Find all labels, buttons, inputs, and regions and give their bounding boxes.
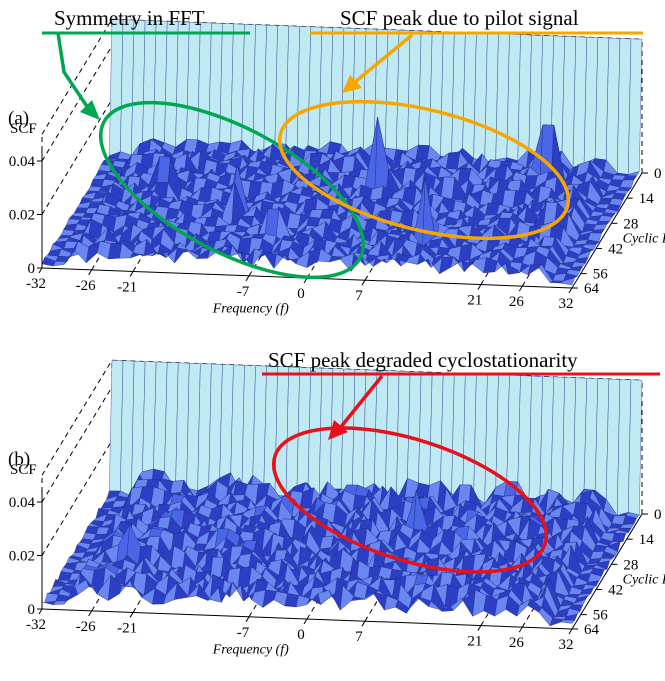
arrowhead-orange	[342, 75, 362, 93]
annotation-symmetry-text: Symmetry in FFT	[54, 6, 205, 30]
annotation-arrow-green	[56, 32, 90, 109]
z-tick-label: 0.02	[9, 208, 35, 224]
x-tick-label: -7	[237, 284, 250, 300]
panel-label: (a)	[8, 108, 29, 129]
x-axis-label: Frequency (f)	[212, 302, 289, 317]
panel-label: (b)	[8, 449, 30, 470]
y-tick-label: 14	[639, 191, 655, 207]
y-tick-label: 64	[584, 281, 600, 297]
y-tick-label: 42	[608, 582, 623, 598]
scf-surface	[41, 360, 643, 627]
z-tick-label: 0	[28, 261, 36, 277]
x-tick-label: 0	[297, 286, 305, 302]
x-tick-label: 26	[509, 635, 525, 651]
z-tick-label: 0	[28, 602, 36, 618]
annotations-b: SCF peak degraded cyclostationarity	[262, 348, 660, 574]
z-tick-label: 0.04	[9, 495, 36, 511]
x-tick-label: -26	[76, 278, 96, 294]
annotations-a: Symmetry in FFT SCF peak due to pilot sig…	[42, 6, 643, 280]
annotation-arrow-red	[338, 374, 384, 430]
x-tick-label: 21	[467, 293, 482, 309]
arrowhead-green	[80, 100, 100, 120]
z-axis-label: SCF	[10, 462, 37, 478]
ellipse-pilot	[277, 99, 571, 241]
y-tick-label: 64	[584, 622, 600, 638]
x-tick-label: -26	[76, 619, 96, 635]
x-tick-label: 21	[467, 634, 482, 650]
x-tick-label: 0	[297, 627, 305, 643]
y-tick-label: 42	[608, 241, 623, 257]
x-tick-label: 7	[355, 629, 363, 645]
y-axis-label: Cyclic Frequency (α)	[623, 232, 665, 247]
y-tick-label: 28	[623, 216, 638, 232]
ellipse-degraded	[271, 426, 549, 574]
y-tick-label: 28	[623, 557, 638, 573]
x-tick-label: -7	[237, 625, 250, 641]
z-tick-label: 0.02	[9, 549, 35, 565]
y-tick-label: 0	[654, 507, 662, 523]
x-tick-label: 26	[509, 294, 525, 310]
x-tick-label: -21	[117, 279, 137, 295]
z-tick-label: 0.04	[9, 154, 36, 170]
x-tick-label: 32	[559, 637, 574, 653]
y-tick-label: 56	[593, 267, 609, 283]
x-tick-label: 32	[559, 296, 574, 312]
x-tick-label: 7	[355, 288, 363, 304]
y-axis-label: Cyclic Frequency (α)	[623, 573, 665, 588]
x-tick-label: -21	[117, 620, 137, 636]
x-tick-label: -32	[26, 617, 46, 633]
scf-surface	[41, 19, 643, 286]
annotation-arrow-orange	[353, 33, 414, 84]
z-axis-label: SCF	[10, 121, 37, 137]
ellipse-symmetry	[98, 100, 366, 280]
annotation-pilot-text: SCF peak due to pilot signal	[340, 6, 579, 30]
x-axis-label: Frequency (f)	[212, 643, 289, 658]
y-tick-label: 56	[593, 608, 609, 624]
arrowhead-red	[328, 420, 348, 440]
annotation-degraded-text: SCF peak degraded cyclostationarity	[268, 348, 578, 372]
x-tick-label: -32	[26, 276, 46, 292]
y-tick-label: 0	[654, 166, 662, 182]
y-tick-label: 14	[639, 532, 655, 548]
